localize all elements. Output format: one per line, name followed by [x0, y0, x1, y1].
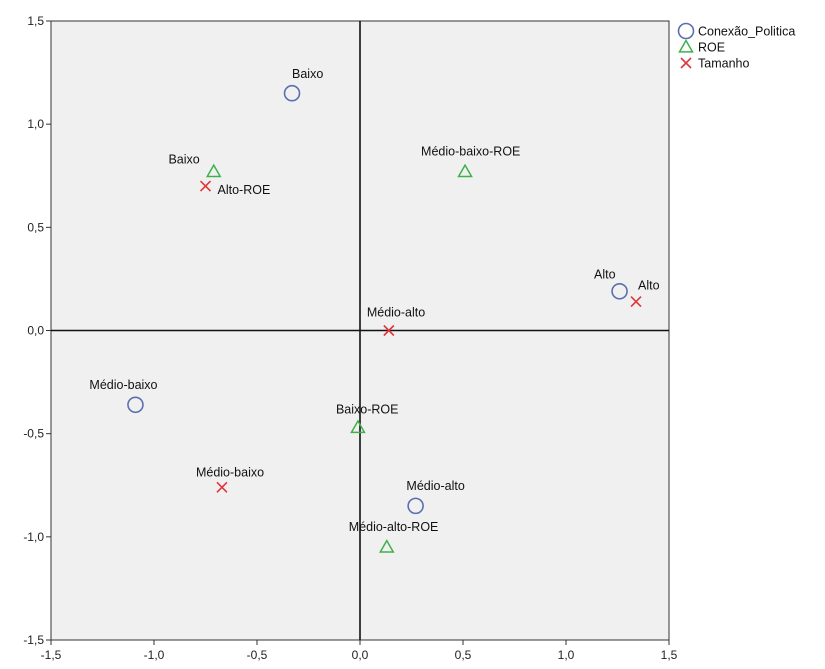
point-label: Médio-baixo [196, 465, 264, 479]
x-marker [383, 324, 395, 337]
axes: -1,5 -1,0 -0,5 0,0 0,5 1,0 1,5 1,5 1,0 0,5 0,0 -0,5… [23, 14, 677, 662]
point-label: Alto-ROE [218, 183, 271, 197]
legend-item: ROE [678, 38, 725, 55]
y-tick-label: -1,0 [23, 530, 44, 544]
data-points [127, 84, 642, 553]
point-label: Médio-baixo [89, 378, 157, 392]
x-tick-label: -1,5 [41, 648, 62, 662]
legend-item: Tamanho [680, 57, 749, 71]
legend-label: Conexão_Politica [698, 25, 795, 39]
circle-marker [283, 84, 301, 102]
point-label: Médio-baixo-ROE [421, 145, 520, 159]
point-label: Médio-alto [367, 306, 425, 320]
y-tick-label: -0,5 [23, 427, 44, 441]
x-tick-label: -0,5 [247, 648, 268, 662]
x-tick-label: 1,5 [661, 648, 678, 662]
x-marker [199, 180, 212, 192]
x-tick-label: 0,0 [352, 648, 369, 662]
circle-marker [127, 396, 144, 414]
legend-label: ROE [698, 41, 725, 55]
triangle-marker [205, 163, 222, 178]
y-tick-label: 1,5 [27, 14, 44, 28]
point-label: Médio-alto [406, 479, 464, 493]
x-marker [216, 481, 228, 493]
legend-triangle-marker [678, 38, 694, 53]
point-label: Baixo [168, 153, 199, 167]
point-label: Médio-alto-ROE [349, 520, 439, 534]
triangle-marker [378, 539, 395, 553]
point-labels: Baixo Alto Médio-baixo Médio-alto Baixo Médio… [89, 67, 659, 534]
circle-marker [407, 497, 424, 515]
y-tick-label: 0,5 [27, 220, 44, 234]
y-tick-label: 1,0 [27, 117, 44, 131]
legend-x-marker [680, 57, 692, 69]
x-marker [630, 296, 642, 308]
legend: Conexão_Politica ROE Tamanho [677, 22, 795, 71]
point-label: Alto [638, 279, 660, 293]
x-tick-label: 1,0 [558, 648, 575, 662]
point-label: Baixo-ROE [336, 402, 399, 416]
legend-item: Conexão_Politica [677, 22, 795, 40]
x-tick-label: 0,5 [455, 648, 472, 662]
triangle-marker [457, 163, 473, 178]
point-label: Baixo [292, 67, 323, 81]
triangle-marker [350, 419, 366, 434]
point-label: Alto [594, 267, 616, 281]
circle-marker [611, 282, 628, 300]
legend-circle-marker [677, 22, 695, 40]
x-tick-label: -1,0 [144, 648, 165, 662]
y-tick-label: 0,0 [27, 324, 44, 338]
legend-label: Tamanho [698, 57, 749, 71]
y-tick-label: -1,5 [23, 633, 44, 647]
